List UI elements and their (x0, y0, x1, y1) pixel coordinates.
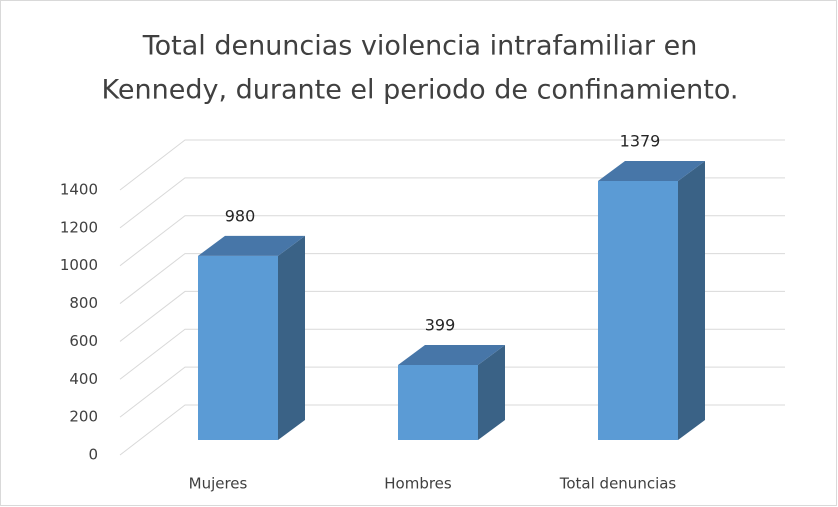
y-tick-label: 1200 (60, 218, 98, 236)
bar (198, 235, 305, 440)
bar-front (198, 255, 278, 440)
y-tick-label: 200 (69, 408, 98, 426)
chart-title: Kennedy, durante el periodo de confinami… (102, 75, 739, 106)
bar-front (598, 180, 678, 440)
bar-top (598, 160, 705, 181)
grid-line (119, 177, 785, 229)
grid-line (119, 139, 785, 191)
grid-line (119, 215, 785, 267)
bar-side (278, 235, 305, 440)
y-tick-label: 400 (69, 370, 98, 388)
y-tick-label: 1000 (60, 256, 98, 274)
data-label: 1379 (620, 131, 661, 150)
bar (598, 160, 705, 440)
bar (398, 345, 505, 440)
y-tick-label: 600 (69, 332, 98, 350)
bar-side (678, 160, 705, 440)
grid-line (119, 290, 785, 342)
bar-front (398, 365, 478, 440)
y-tick-label: 0 (88, 446, 98, 464)
bar-top (198, 235, 305, 256)
chart-title: Total denuncias violencia intrafamiliar … (142, 31, 698, 62)
x-tick-label: Mujeres (189, 475, 248, 493)
x-tick-label: Hombres (384, 475, 452, 493)
y-tick-label: 1400 (60, 181, 98, 199)
grid-line (119, 404, 785, 456)
bar-side (478, 345, 505, 440)
data-label: 399 (425, 316, 456, 335)
x-tick-label: Total denuncias (559, 475, 677, 493)
grid-line (119, 253, 785, 304)
grid-line (119, 328, 785, 380)
data-label: 980 (225, 206, 256, 225)
grid-line (119, 366, 785, 418)
bar-top (398, 345, 505, 366)
y-tick-label: 800 (69, 294, 98, 312)
